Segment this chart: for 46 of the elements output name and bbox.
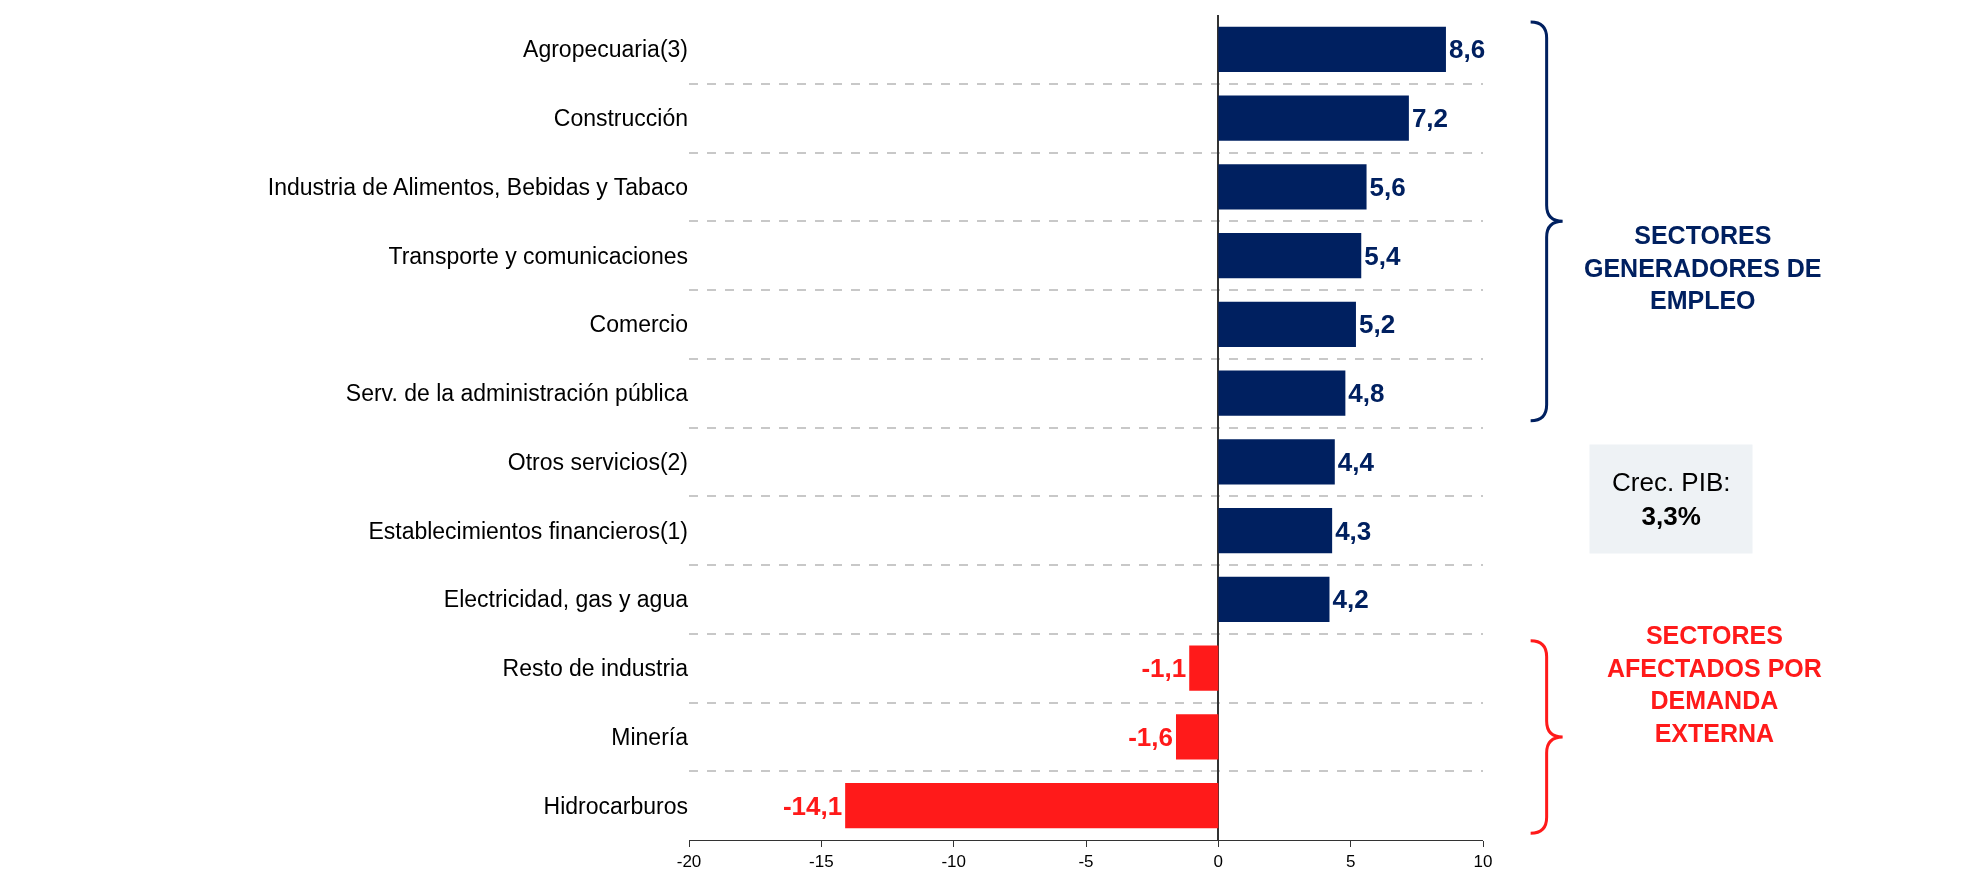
- text: Crec. PIB: 3,3%: [1612, 467, 1731, 531]
- y-tick-label: Otros servicios(2): [507, 448, 688, 475]
- y-tick-label: Agropecuaria(3): [523, 36, 688, 63]
- bar: [1218, 370, 1346, 416]
- x-tick-label: 0: [1213, 852, 1224, 872]
- bar: [1218, 439, 1335, 485]
- x-tick-label: -20: [676, 852, 702, 872]
- bar: [1218, 95, 1409, 141]
- data-label: 4,2: [1332, 584, 1369, 615]
- bar: [1175, 714, 1219, 760]
- data-label: 5,2: [1358, 309, 1396, 340]
- bar: [1218, 576, 1330, 623]
- bar: [1218, 26, 1446, 73]
- bar: [845, 782, 1219, 829]
- x-tick-label: 10: [1473, 852, 1493, 872]
- x-tick-label: -15: [809, 852, 834, 872]
- bar: [1218, 301, 1356, 348]
- x-tick-label: -10: [941, 852, 966, 872]
- data-label: -1,1: [1141, 653, 1187, 684]
- y-tick-label: Minería: [611, 723, 689, 750]
- data-label: -1,6: [1128, 721, 1173, 752]
- text: SECTORES AFECTADOS POR DEMANDA EXTERNA: [1607, 621, 1822, 747]
- y-tick-label: Hidrocarburos: [543, 792, 688, 819]
- y-tick-label: Industria de Alimentos, Bebidas y Tabaco: [267, 173, 688, 200]
- data-label: 8,6: [1448, 34, 1486, 65]
- data-label: 7,2: [1411, 103, 1449, 134]
- data-label: 4,8: [1348, 378, 1385, 409]
- y-tick-label: Construcción: [553, 105, 688, 132]
- bar: [1218, 507, 1333, 554]
- x-tick-label: -5: [1078, 852, 1094, 872]
- data-label: 5,4: [1364, 240, 1401, 271]
- data-label: -14,1: [782, 790, 843, 821]
- data-label: 5,6: [1369, 171, 1406, 202]
- y-tick-label: Comercio: [589, 311, 688, 338]
- x-tick-label: 5: [1345, 852, 1356, 872]
- y-tick-label: Resto de industria: [502, 655, 689, 682]
- y-tick-label: Transporte y comunicaciones: [388, 242, 688, 269]
- data-label: 4,4: [1337, 446, 1375, 477]
- text: SECTORES GENERADORES DE EMPLEO: [1584, 221, 1822, 314]
- bar: [1218, 232, 1362, 279]
- y-tick-label: Serv. de la administración pública: [345, 380, 689, 407]
- bar: [1218, 164, 1367, 210]
- data-label: 4,3: [1335, 515, 1372, 546]
- y-tick-label: Establecimientos financieros(1): [368, 517, 688, 544]
- y-tick-label: Electricidad, gas y agua: [443, 586, 689, 613]
- bar: [1189, 645, 1219, 691]
